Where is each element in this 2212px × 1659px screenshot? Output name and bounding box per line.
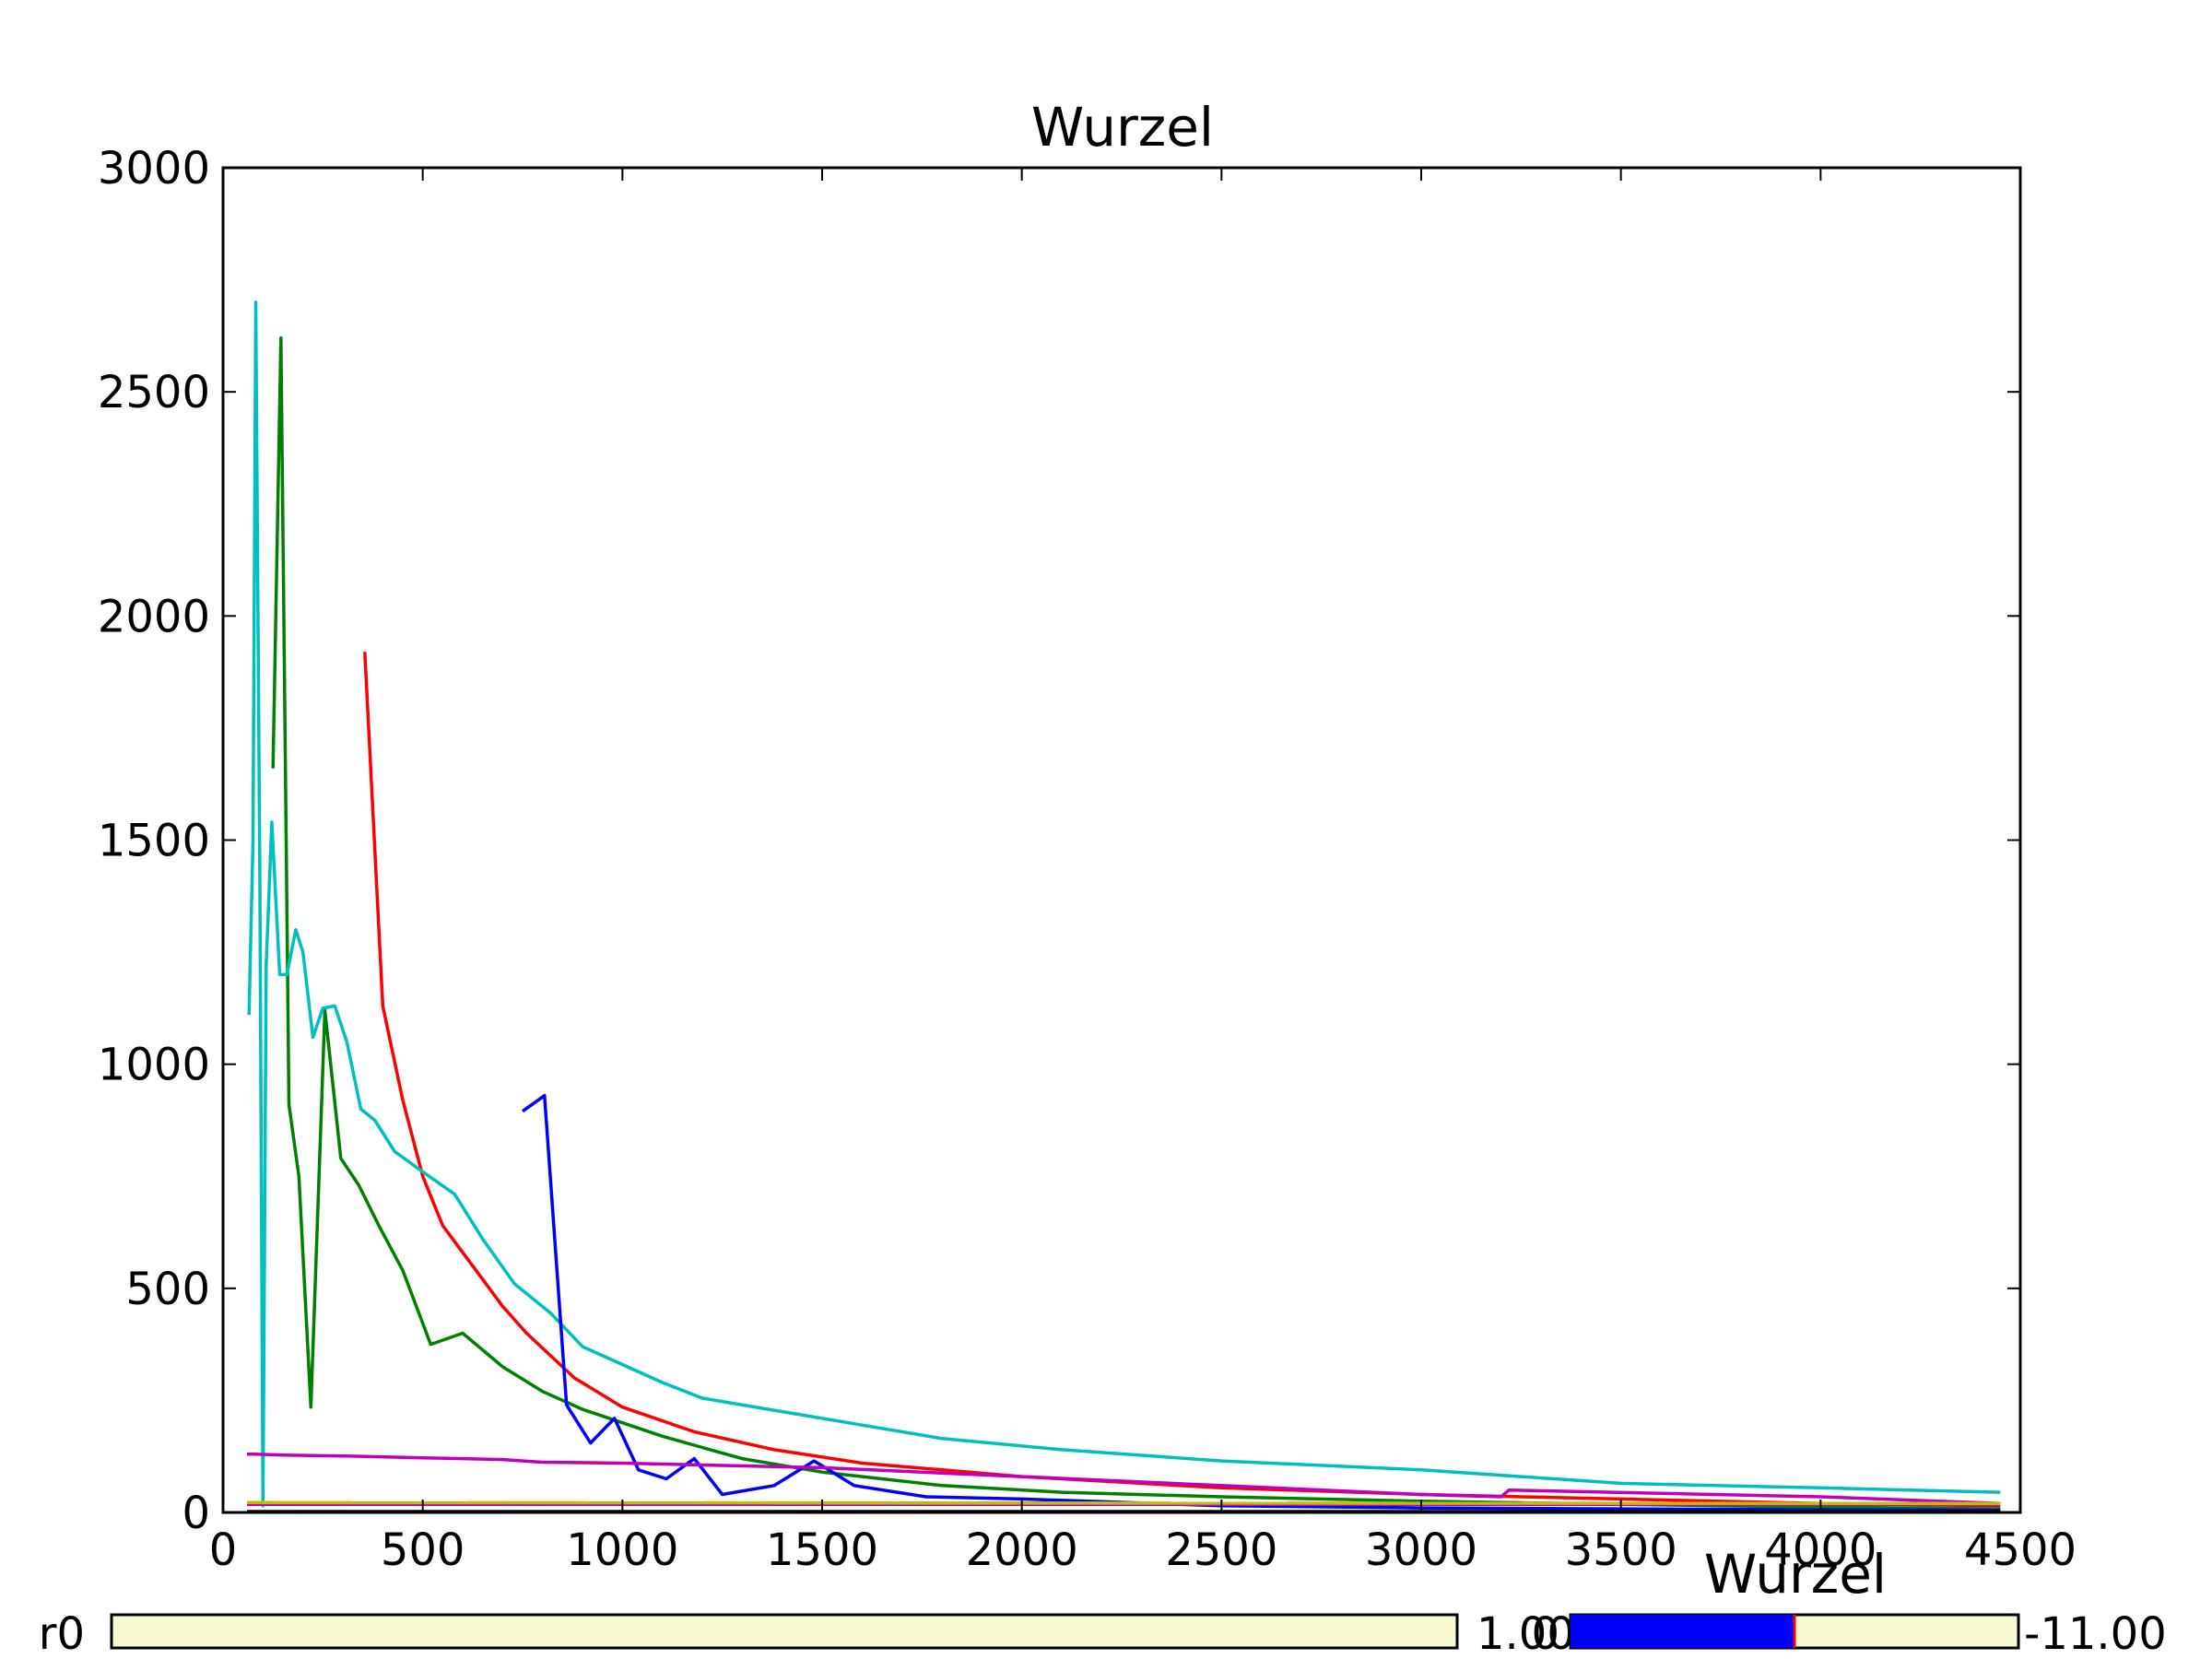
slider-right-fill <box>1571 1615 1794 1648</box>
plot-frame <box>221 166 2022 1514</box>
plot-area: 0 500 1000 1500 2000 2500 3000 3500 4000 4500 0 500… <box>98 143 2077 1576</box>
ticks-layer: 0 500 1000 1500 2000 2500 3000 3500 4000 4500 0 500… <box>98 143 2077 1576</box>
x-tick-label: 1000 <box>566 1524 678 1576</box>
series-line-7 <box>246 1500 2001 1506</box>
slider-left-value: 1.00 <box>1477 1608 1575 1659</box>
y-tick-label: 1500 <box>98 816 210 867</box>
x-tick-label: 3000 <box>1365 1524 1477 1576</box>
series-line-5 <box>247 1453 2001 1506</box>
y-tick-label: 2500 <box>98 367 210 418</box>
y-tick-label: 0 <box>182 1488 210 1539</box>
slider-left[interactable]: r0 1.00 <box>39 1608 1575 1659</box>
y-tick-label: 1000 <box>98 1040 210 1091</box>
slider-right[interactable]: Wurzel 0 -11.00 <box>1531 1543 2166 1659</box>
slider-right-value: -11.00 <box>2024 1608 2167 1659</box>
x-tick-label: 2000 <box>966 1524 1078 1576</box>
slider-left-label: r0 <box>39 1608 85 1659</box>
slider-right-prefix: 0 <box>1531 1608 1559 1659</box>
series-line-3 <box>247 300 2001 1508</box>
series-layer <box>246 300 2001 1513</box>
chart-title: Wurzel <box>1031 96 1214 159</box>
y-tick-label: 2000 <box>98 591 210 642</box>
y-tick-label: 500 <box>125 1264 210 1315</box>
slider-left-track[interactable] <box>110 1613 1459 1650</box>
x-tick-label: 2500 <box>1165 1524 1277 1576</box>
x-tick-label: 3500 <box>1565 1524 1677 1576</box>
slider-right-title: Wurzel <box>1704 1543 1887 1606</box>
x-tick-label: 4000 <box>1764 1524 1877 1576</box>
x-tick-label: 1500 <box>766 1524 878 1576</box>
series-line-2 <box>271 336 2001 1511</box>
x-tick-label: 0 <box>209 1524 238 1576</box>
x-tick-label: 4500 <box>1964 1524 2077 1576</box>
y-tick-label: 3000 <box>98 143 210 194</box>
x-tick-label: 500 <box>381 1524 465 1576</box>
